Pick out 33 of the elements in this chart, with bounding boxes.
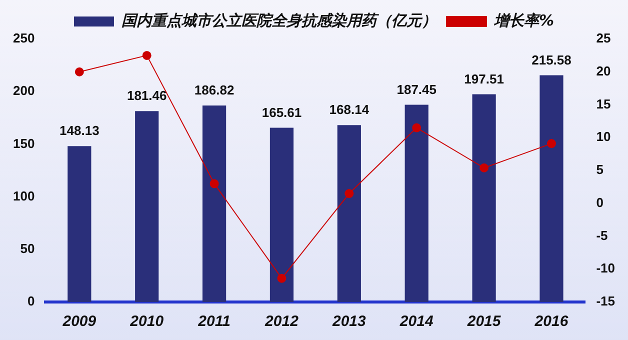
data-label: 187.45 [396, 82, 436, 97]
y-tick-label: 50 [20, 240, 35, 256]
y-tick-label: 100 [12, 188, 35, 204]
y-tick-label: 250 [12, 30, 35, 46]
data-label: 215.58 [532, 52, 572, 68]
legend-label: 增长率% [492, 11, 554, 30]
y2-tick-label: 5 [596, 162, 604, 178]
x-tick-label: 2012 [264, 313, 300, 330]
y2-tick-label: 0 [596, 194, 604, 210]
y-tick-label: 150 [12, 136, 35, 151]
x-tick-label: 2014 [398, 313, 434, 330]
y2-tick-label: 10 [596, 129, 611, 144]
y-tick-label: 200 [12, 83, 35, 98]
x-tick-label: 2015 [466, 313, 502, 330]
data-label: 181.46 [126, 88, 167, 104]
data-label: 186.82 [194, 82, 234, 98]
y-tick-label: 0 [27, 294, 35, 309]
x-tick-label: 2013 [331, 313, 367, 330]
y2-tick-label: 20 [596, 63, 611, 78]
y2-tick-label: 15 [596, 96, 611, 112]
y2-tick-label: 25 [596, 30, 611, 46]
x-tick-label: 2009 [62, 313, 97, 330]
x-tick-label: 2010 [129, 313, 164, 330]
legend-label: 国内重点城市公立医院全身抗感染用药（亿元） [121, 11, 436, 30]
data-label: 197.51 [464, 71, 504, 86]
x-tick-label: 2016 [534, 313, 569, 330]
data-label: 148.13 [60, 123, 100, 138]
y2-tick-label: -15 [596, 294, 616, 309]
y2-tick-label: -5 [596, 228, 608, 243]
data-label: 168.14 [329, 102, 370, 118]
data-label: 165.61 [262, 104, 302, 120]
y2-tick-label: -10 [596, 260, 616, 276]
x-tick-label: 2011 [197, 313, 230, 330]
